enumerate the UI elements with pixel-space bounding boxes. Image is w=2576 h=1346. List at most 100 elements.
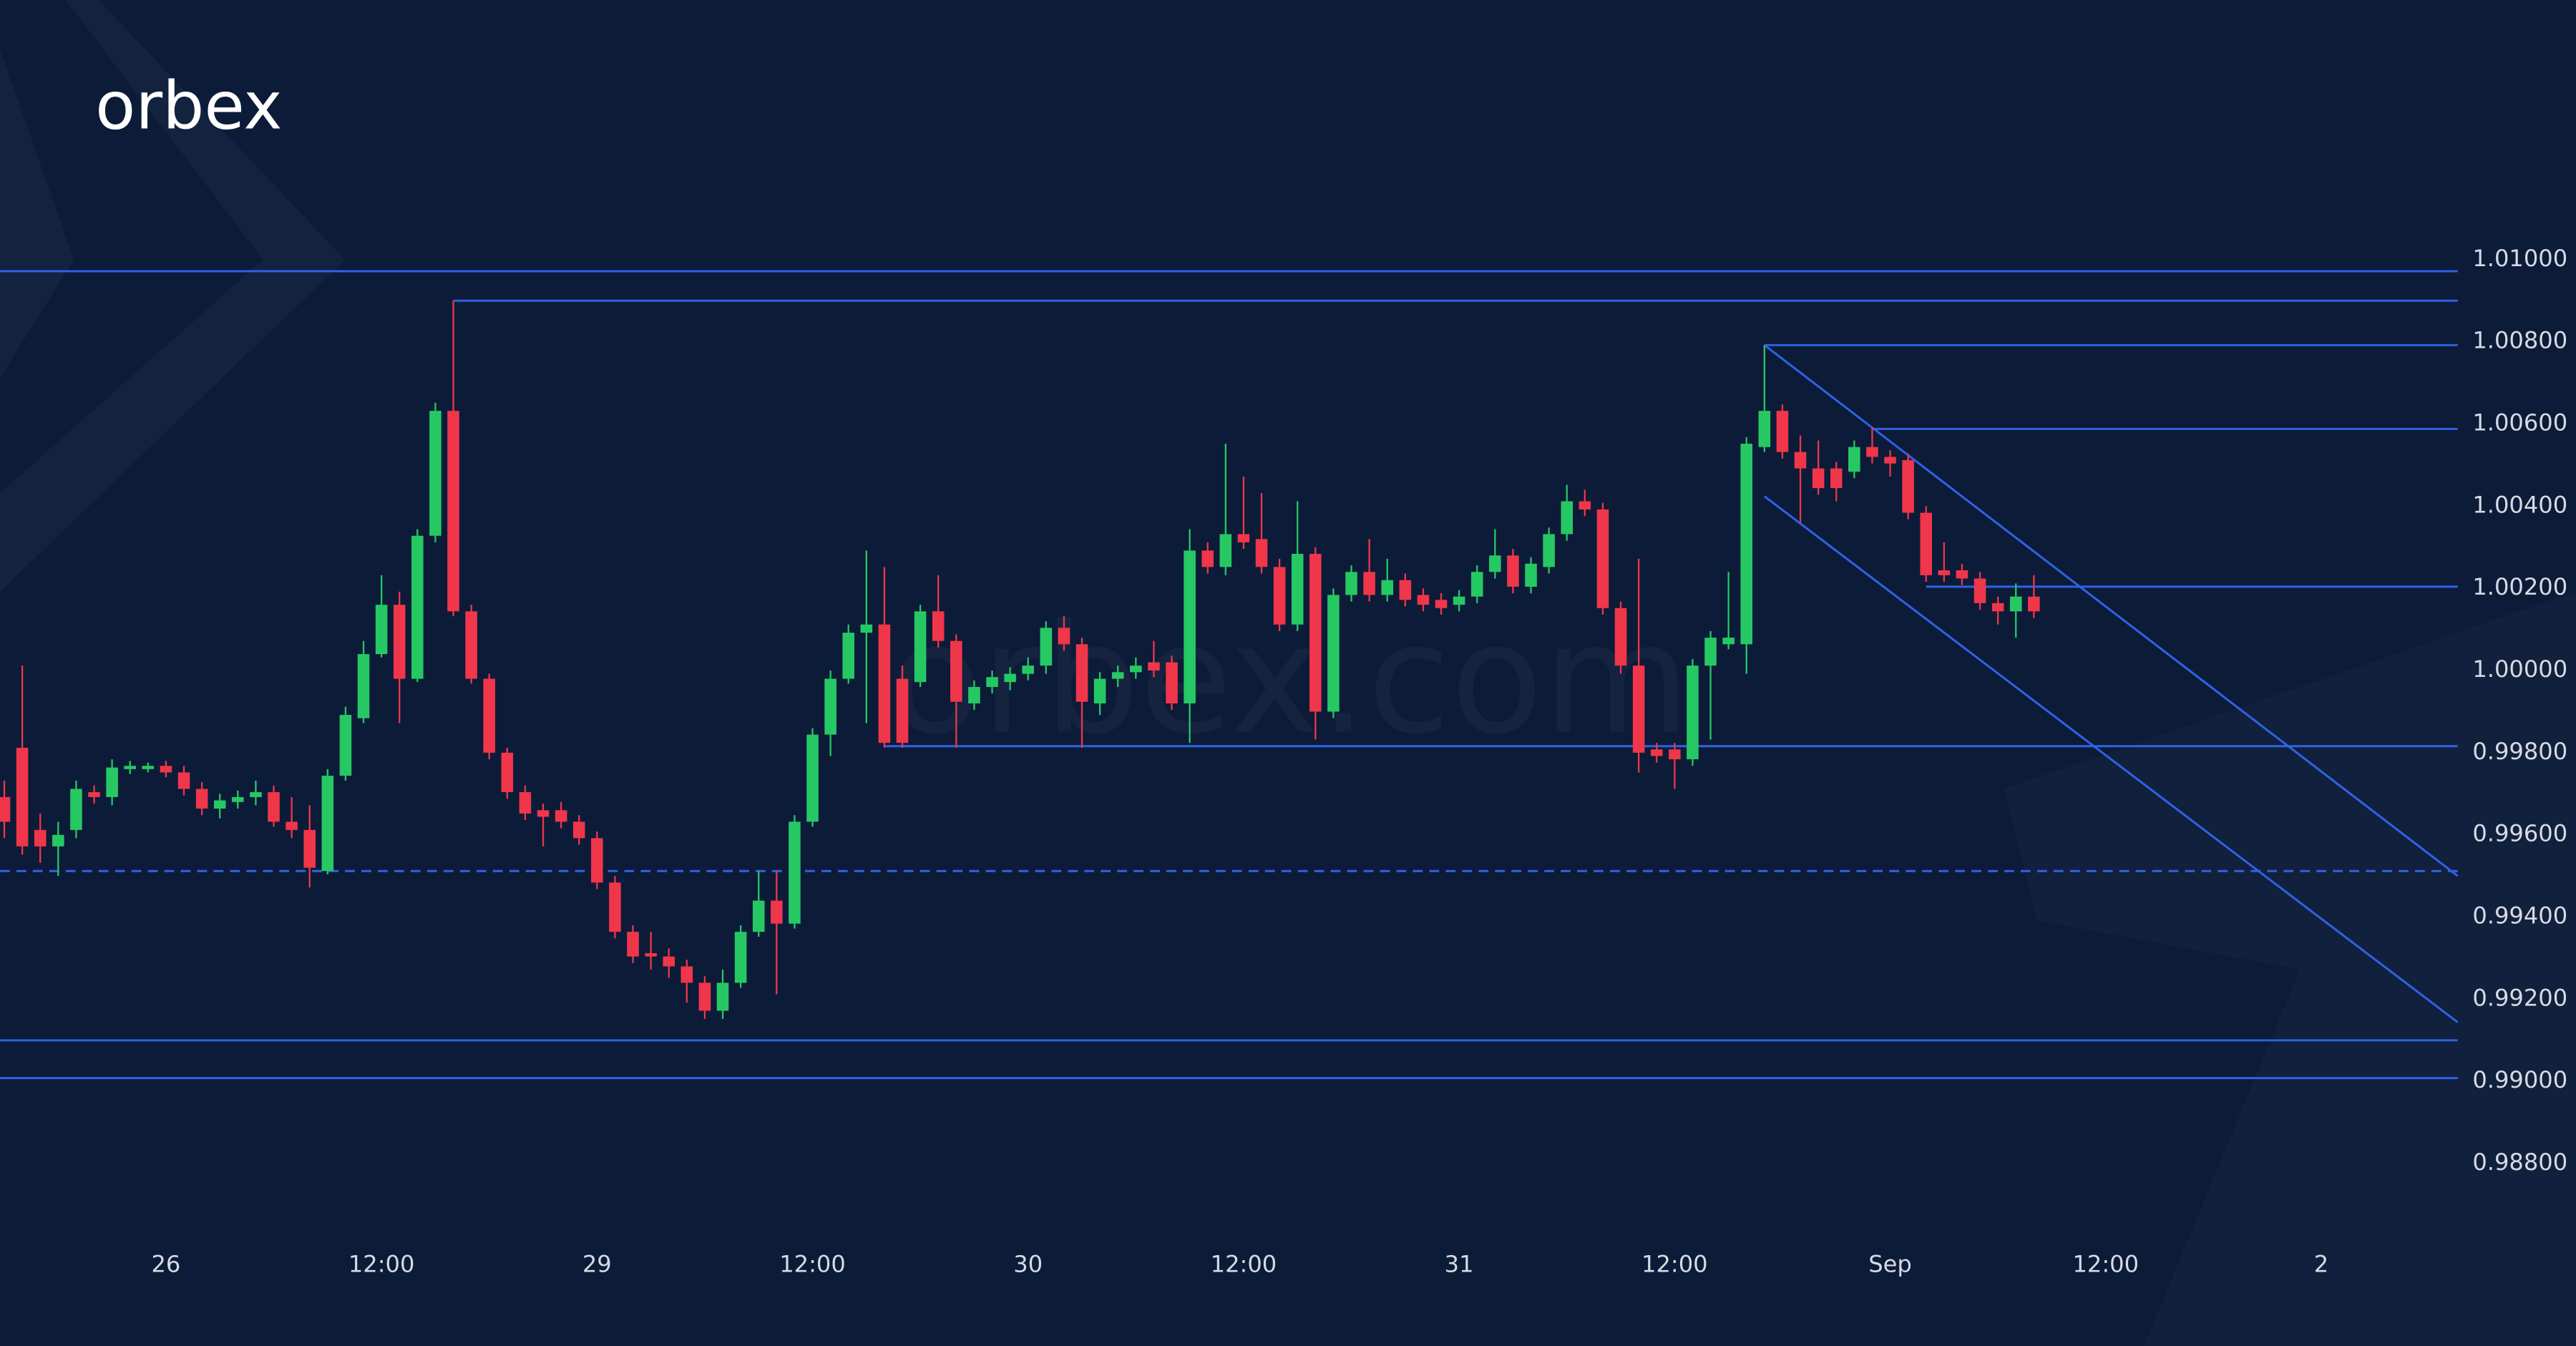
candle-body: [1776, 411, 1789, 452]
candle-body: [160, 766, 172, 773]
candle-body: [1848, 447, 1860, 472]
y-tick-label: 1.00200: [2472, 573, 2567, 600]
watermark: orbex.com: [889, 591, 1690, 767]
x-tick-label: 26: [151, 1250, 180, 1277]
candle-body: [1991, 603, 2004, 612]
candle-body: [1704, 638, 1717, 666]
candle-body: [1614, 608, 1627, 666]
candle-body: [1830, 468, 1843, 489]
candle-body: [88, 792, 100, 797]
candle-body: [771, 900, 783, 924]
candle-body: [321, 776, 334, 872]
candle-body: [1758, 411, 1771, 447]
y-tick-label: 1.01000: [2472, 245, 2567, 272]
candle-body: [142, 766, 155, 769]
candle-body: [860, 624, 873, 633]
candle-body: [286, 821, 298, 830]
y-tick-label: 0.98800: [2472, 1149, 2567, 1176]
candle-body: [663, 956, 675, 967]
candle-body: [824, 678, 836, 735]
candle-body: [1561, 501, 1574, 535]
candle-body: [1166, 662, 1178, 703]
candle-body: [1201, 550, 1214, 567]
candle-body: [447, 411, 459, 612]
candle-body: [680, 966, 693, 983]
candle-body: [609, 882, 621, 932]
candle-body: [698, 982, 711, 1011]
candle-body: [1327, 595, 1340, 712]
candle-body: [393, 605, 406, 679]
trend-line: [1763, 344, 2459, 877]
candle-body: [1920, 512, 1933, 575]
candle-body: [106, 767, 118, 797]
candle-body: [303, 829, 316, 868]
y-tick-label: 0.99000: [2472, 1066, 2567, 1093]
candle-body: [268, 792, 280, 822]
candle-body: [52, 834, 64, 847]
x-tick-label: 12:00: [348, 1250, 415, 1277]
y-tick-label: 1.00400: [2472, 491, 2567, 518]
candle-body: [1794, 452, 1807, 469]
candle-body: [1722, 638, 1735, 645]
candle-body: [1489, 555, 1501, 572]
x-tick-label: Sep: [1868, 1250, 1912, 1277]
candle-body: [1363, 572, 1375, 595]
candle-body: [1255, 539, 1268, 567]
candle-body: [1453, 596, 1465, 605]
candle-body: [716, 982, 729, 1011]
candle-body: [1291, 553, 1304, 625]
candle-body: [213, 800, 226, 809]
candle-body: [1111, 672, 1124, 679]
candle-body: [250, 792, 262, 797]
candle-body: [950, 640, 962, 702]
candle-body: [124, 766, 137, 769]
candle-body: [1579, 501, 1591, 509]
candle-body: [375, 605, 388, 655]
candle-body: [232, 796, 244, 802]
candle-body: [411, 535, 424, 679]
candle-body: [1148, 662, 1160, 671]
candle-body: [591, 838, 603, 883]
candle-body: [1130, 665, 1142, 673]
logo: orbex: [95, 67, 282, 144]
candle-body: [1345, 572, 1357, 595]
candle-body: [1435, 600, 1448, 608]
x-tick-label: 12:00: [2072, 1250, 2139, 1277]
candle-body: [1237, 534, 1250, 542]
candle-body: [537, 810, 550, 817]
candle-body: [339, 715, 352, 776]
candle-body: [2028, 596, 2040, 612]
candle-body: [1884, 457, 1896, 464]
candle-body: [177, 772, 190, 789]
candle-body: [627, 932, 639, 957]
candle-body: [914, 611, 927, 683]
candle-body: [1399, 580, 1412, 600]
x-tick-label: 12:00: [779, 1250, 846, 1277]
candle-body: [1058, 628, 1070, 645]
candle-body: [429, 411, 441, 536]
candle-body: [1687, 665, 1699, 760]
candle-body: [1040, 628, 1053, 666]
candle-body: [932, 611, 945, 641]
candle-body: [195, 789, 208, 809]
candle-body: [357, 654, 370, 718]
candle-body: [1417, 595, 1430, 605]
x-tick-label: 31: [1445, 1250, 1474, 1277]
candle-body: [1093, 678, 1106, 703]
y-tick-label: 0.99800: [2472, 738, 2567, 765]
candle-body: [734, 932, 747, 983]
candle-body: [1507, 555, 1519, 587]
candle-body: [1004, 673, 1016, 683]
candle-body: [572, 821, 585, 839]
candle-body: [501, 752, 514, 793]
x-tick-label: 12:00: [1211, 1250, 1277, 1277]
candle-body: [1470, 572, 1483, 597]
candle-body: [1022, 665, 1035, 674]
candle-body: [1543, 534, 1555, 567]
x-tick-label: 30: [1013, 1250, 1043, 1277]
candle-body: [1740, 444, 1753, 645]
y-tick-label: 0.99200: [2472, 984, 2567, 1011]
